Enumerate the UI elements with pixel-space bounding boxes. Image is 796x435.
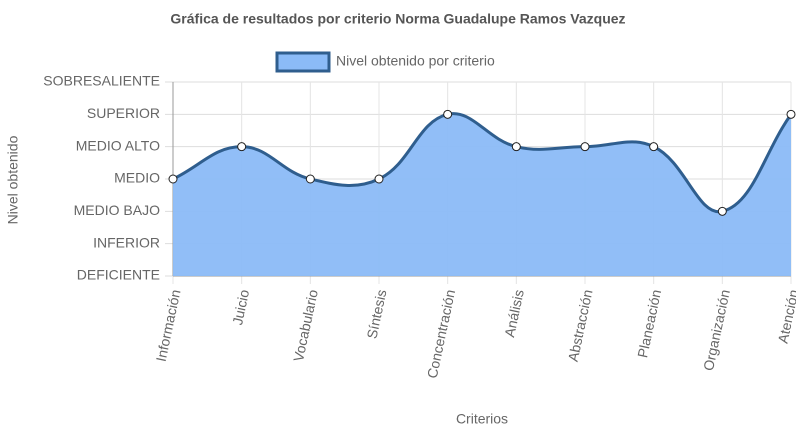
point [717, 206, 727, 216]
point [443, 109, 453, 119]
y-tick-label: SUPERIOR [87, 105, 160, 121]
y-tick-label: MEDIO [114, 170, 160, 186]
point [649, 142, 659, 152]
legend-swatch [275, 51, 331, 73]
x-axis-title: Criterios [456, 411, 508, 427]
x-tick-label: Análisis [501, 288, 527, 339]
x-tick-label: Concentración [424, 288, 458, 380]
point [237, 142, 247, 152]
y-tick-label: MEDIO ALTO [76, 137, 160, 153]
y-axis-title: Nivel obtenido [5, 135, 21, 224]
x-tick-label: Abstracción [565, 288, 596, 363]
chart-title: Gráfica de resultados por criterio Norma… [170, 11, 625, 27]
y-tick-label: DEFICIENTE [77, 267, 160, 283]
y-tick-label: SOBRESALIENTE [43, 73, 160, 89]
x-tick-label: Vocabulario [290, 288, 321, 363]
y-tick-label: MEDIO BAJO [74, 202, 160, 218]
point [511, 142, 521, 152]
line [172, 112, 793, 213]
x-tick-label: Juicio [229, 288, 252, 327]
legend-label: Nivel obtenido por criterio [336, 53, 495, 69]
point [305, 174, 315, 184]
x-tick-label: Organización [700, 288, 733, 372]
point [374, 174, 384, 184]
x-tick-label: Atención [775, 288, 796, 345]
point [786, 109, 796, 119]
point [580, 142, 590, 152]
point [168, 174, 178, 184]
y-tick-label: INFERIOR [93, 234, 160, 250]
area [173, 113, 791, 276]
x-tick-label: Síntesis [364, 288, 390, 340]
x-tick-label: Información [153, 288, 184, 363]
x-tick-label: Planeación [634, 288, 664, 359]
